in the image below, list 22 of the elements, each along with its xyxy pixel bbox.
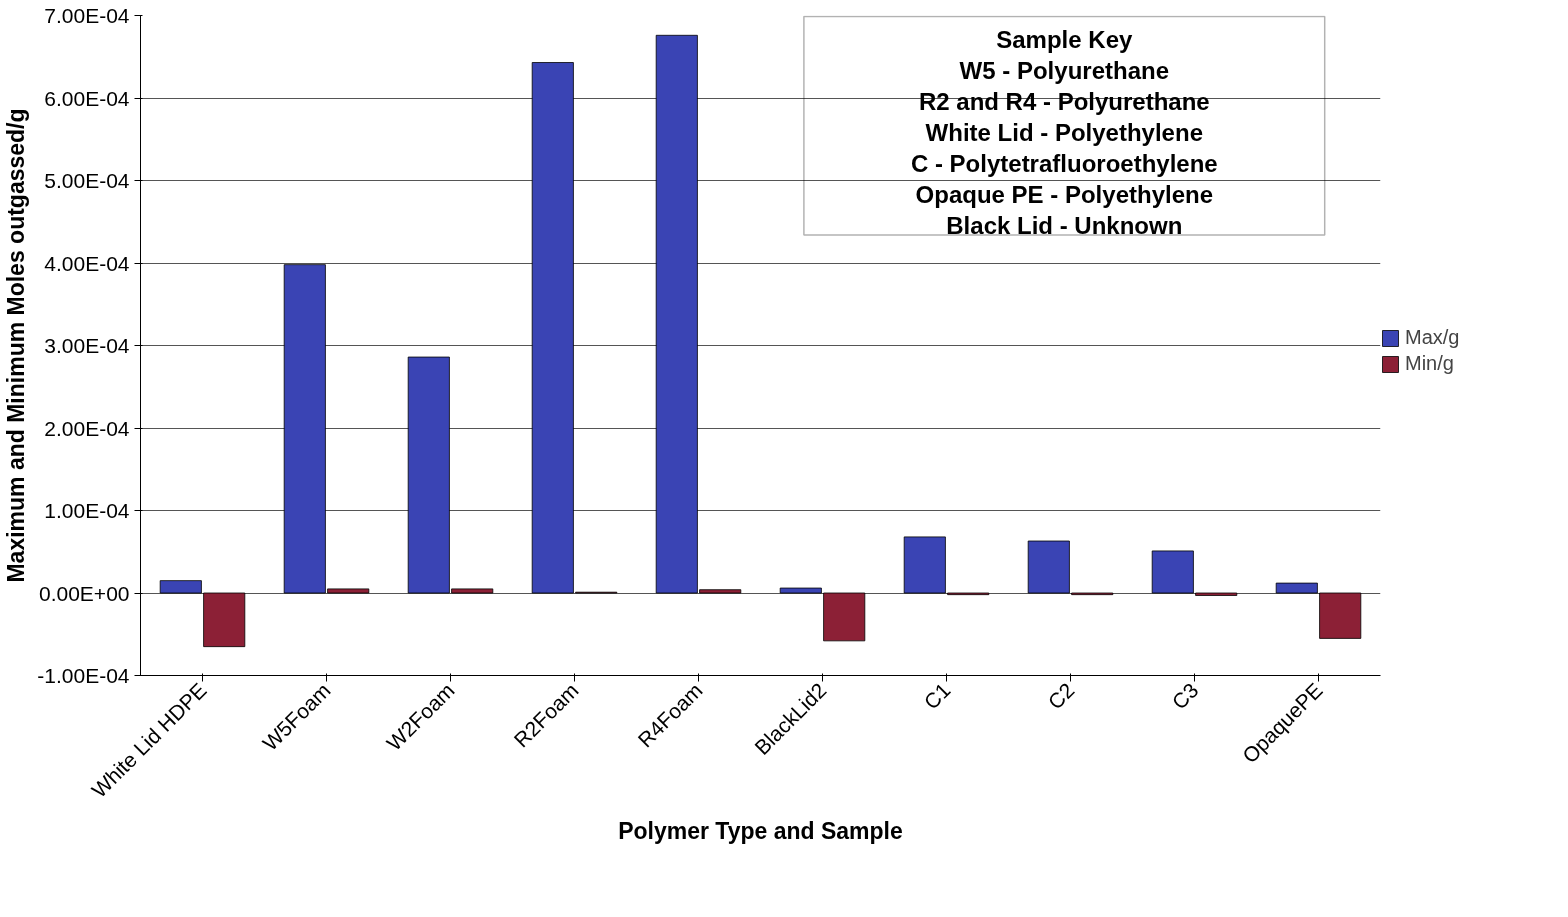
annotation: Sample Key [996, 26, 1133, 54]
annotation: Black Lid - Unknown [946, 212, 1183, 240]
x-tick-label: C1 [919, 678, 955, 714]
y-axis-title: Maximum and Minimum Moles outgassed/g [3, 108, 30, 583]
x-tick-label: C2 [1043, 678, 1079, 714]
y-tick-label: 4.00E-04 [44, 251, 130, 275]
annotation: White Lid - Polyethylene [925, 119, 1203, 147]
y-tick-label: 7.00E-04 [44, 4, 130, 27]
x-axis-title: Polymer Type and Sample [618, 818, 903, 845]
y-tick-label: 5.00E-04 [44, 169, 130, 192]
annotation: Opaque PE - Polyethylene [915, 181, 1214, 209]
y-tick-label: 6.00E-04 [44, 86, 130, 110]
y-tick-label: 1.00E-04 [44, 499, 130, 522]
legend-label: Max/g [1405, 326, 1460, 349]
annotation: W5 - Polyurethane [959, 57, 1169, 85]
y-tick-label: 3.00E-04 [44, 334, 130, 357]
legend-label: Min/g [1405, 352, 1454, 375]
y-tick-label: 2.00E-04 [44, 416, 130, 440]
y-tick-label: 0.00E+00 [39, 581, 130, 605]
x-tick-label: C3 [1167, 678, 1203, 714]
y-tick-label: -1.00E-04 [37, 664, 130, 687]
annotation: C - Polytetrafluoroethylene [910, 150, 1218, 178]
